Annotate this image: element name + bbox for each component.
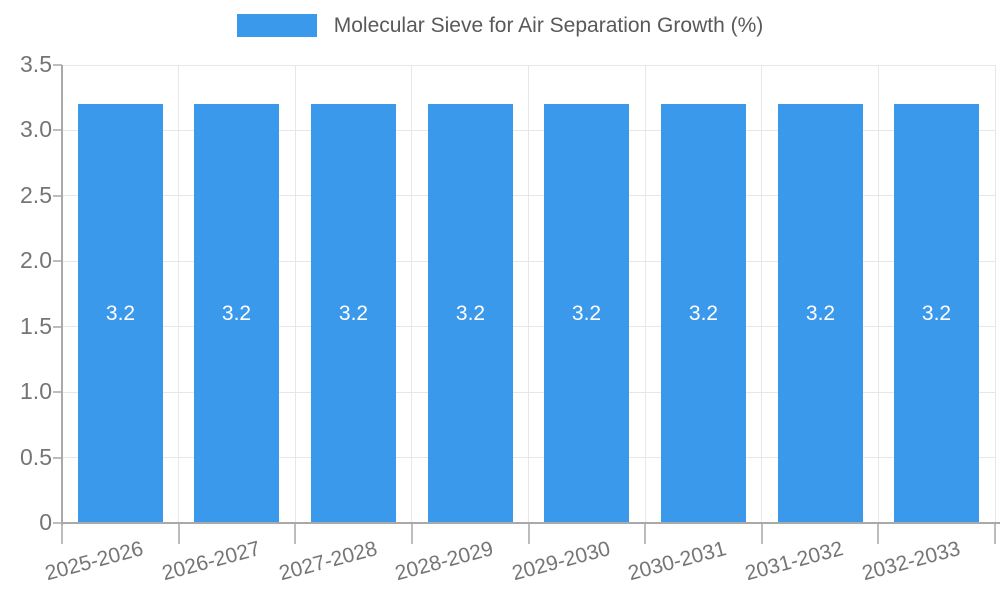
x-gridline [528, 65, 529, 523]
y-tick-mark [53, 129, 62, 132]
bar-value-label: 3.2 [221, 302, 252, 325]
bar [311, 104, 396, 522]
y-tick-mark [53, 194, 62, 197]
y-tick-mark [53, 456, 62, 459]
bar-value-label: 3.2 [805, 302, 836, 325]
x-axis-line [62, 522, 1000, 524]
y-tick-mark [53, 522, 62, 524]
y-tick-label: 3.5 [20, 51, 52, 77]
y-tick-label: 2.5 [20, 181, 52, 208]
y-tick-label: 0 [39, 509, 52, 535]
x-tick-mark [644, 523, 647, 544]
y-tick-label: 3.0 [20, 116, 52, 143]
y-tick-mark [53, 391, 62, 394]
x-tick-mark [61, 523, 63, 544]
bar-value-label: 3.2 [921, 302, 952, 325]
x-tick-mark [410, 523, 413, 544]
x-gridline [877, 65, 879, 523]
y-tick-label: 2.0 [20, 247, 52, 274]
y-axis-line [61, 65, 63, 525]
x-gridline [644, 65, 646, 523]
bar-value-label: 3.2 [338, 302, 369, 325]
x-gridline [411, 65, 413, 523]
legend-swatch [236, 14, 317, 37]
bar-value-label: 3.2 [688, 302, 719, 325]
y-tick-label: 1.0 [20, 378, 52, 405]
bar-value-label: 3.2 [105, 302, 136, 325]
y-tick-label: 0.5 [20, 443, 52, 470]
bar-value-label: 3.2 [455, 302, 486, 325]
bar [894, 104, 979, 522]
legend-label: Molecular Sieve for Air Separation Growt… [333, 14, 764, 37]
x-tick-mark [177, 523, 180, 544]
x-tick-mark [877, 523, 880, 544]
x-gridline [294, 65, 296, 523]
x-tick-mark [294, 523, 297, 544]
x-tick-mark [527, 523, 530, 544]
x-gridline [761, 65, 763, 523]
bar [78, 104, 163, 522]
y-tick-mark [53, 64, 62, 66]
bar [661, 104, 746, 522]
y-tick-mark [53, 325, 62, 328]
bar [194, 104, 279, 522]
x-gridline [994, 65, 996, 523]
bar [544, 104, 629, 522]
y-tick-label: 1.5 [20, 312, 52, 339]
x-tick-mark [994, 523, 996, 544]
bar [778, 104, 863, 522]
y-tick-mark [53, 260, 62, 263]
chart-legend: Molecular Sieve for Air Separation Growt… [0, 14, 1000, 37]
x-gridline [178, 65, 180, 523]
bar-value-label: 3.2 [571, 302, 602, 325]
bar [428, 104, 513, 522]
x-tick-mark [760, 523, 763, 544]
